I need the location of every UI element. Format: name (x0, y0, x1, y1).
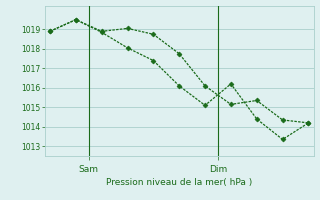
X-axis label: Pression niveau de la mer( hPa ): Pression niveau de la mer( hPa ) (106, 178, 252, 187)
